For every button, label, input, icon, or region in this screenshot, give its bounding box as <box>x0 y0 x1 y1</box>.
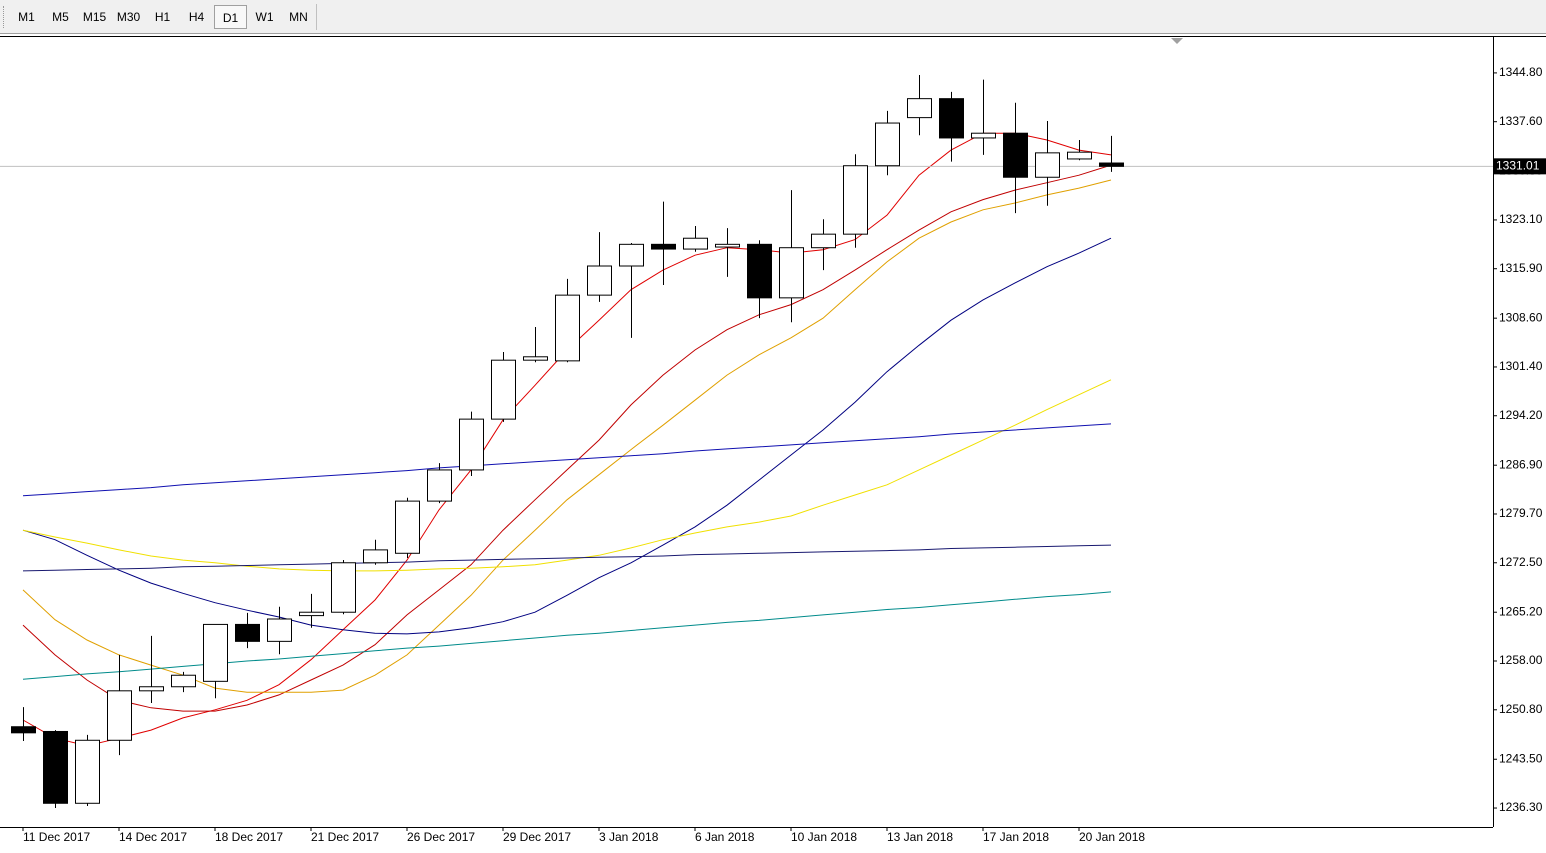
timeframe-button[interactable]: H4 <box>188 10 205 24</box>
indicator-line <box>22 237 1112 635</box>
y-tick-label: 1243.50 <box>1499 751 1543 765</box>
candle-body <box>619 243 644 267</box>
timeframe-button[interactable]: MN <box>289 10 308 24</box>
y-tick-label: 1258.00 <box>1499 653 1543 667</box>
candle-body <box>587 265 612 296</box>
y-tick-label: 1265.20 <box>1499 604 1543 618</box>
x-tick-label: 21 Dec 2017 <box>311 830 379 844</box>
chart-shift-marker <box>1171 38 1183 44</box>
y-tick-label: 1236.30 <box>1499 800 1543 814</box>
last-price-label: 1331.01 <box>1496 159 1540 173</box>
candle-body <box>715 243 740 248</box>
candle-body <box>299 611 324 617</box>
last-price-box <box>1494 158 1546 175</box>
candle-body <box>363 549 388 564</box>
x-tick-label: 17 Jan 2018 <box>983 830 1049 844</box>
grip <box>3 6 6 28</box>
candle-body <box>1067 151 1092 160</box>
x-tick-label: 3 Jan 2018 <box>599 830 659 844</box>
indicator-line <box>22 164 1112 712</box>
candle-body <box>1099 162 1124 167</box>
indicator-line <box>22 423 1112 497</box>
candle-body <box>747 243 772 299</box>
y-tick-label: 1323.10 <box>1499 212 1543 226</box>
x-tick-label: 20 Jan 2018 <box>1079 830 1145 844</box>
candle-body <box>811 233 836 249</box>
x-tick-label: 26 Dec 2017 <box>407 830 475 844</box>
x-tick-label: 11 Dec 2017 <box>23 830 90 844</box>
timeframe-button[interactable]: D1 <box>214 5 247 29</box>
y-tick-label: 1301.40 <box>1499 359 1543 373</box>
candle-body <box>523 356 548 361</box>
candle-body <box>267 618 292 642</box>
candle-body <box>235 623 260 642</box>
candle-body <box>683 237 708 250</box>
x-tick-label: 14 Dec 2017 <box>119 830 187 844</box>
candle-body <box>1035 152 1060 178</box>
indicator-line <box>22 379 1112 572</box>
timeframe-button[interactable]: M30 <box>116 10 141 24</box>
y-tick-label: 1286.90 <box>1499 457 1543 471</box>
candle-body <box>11 726 36 734</box>
timeframe-button[interactable]: H1 <box>154 10 171 24</box>
plot-area <box>0 37 1493 827</box>
y-tick-label: 1344.80 <box>1499 65 1543 79</box>
candle-body <box>1003 132 1028 178</box>
separator <box>316 4 317 30</box>
y-tick-label: 1337.60 <box>1499 114 1543 128</box>
candle-body <box>107 690 132 741</box>
candle-body <box>779 247 804 299</box>
candle-body <box>971 132 996 139</box>
indicator-line <box>22 179 1112 693</box>
candle-body <box>459 418 484 471</box>
y-tick-label: 1279.70 <box>1499 506 1543 520</box>
candle-body <box>75 739 100 804</box>
x-tick-label: 18 Dec 2017 <box>215 830 283 844</box>
candle-body <box>491 359 516 420</box>
y-tick-label: 1250.80 <box>1499 702 1543 716</box>
timeframe-button[interactable]: M5 <box>52 10 69 24</box>
candle-body <box>875 122 900 167</box>
y-tick-label: 1294.20 <box>1499 408 1543 422</box>
y-tick-label: 1272.50 <box>1499 555 1543 569</box>
candle-body <box>395 500 420 554</box>
x-tick-label: 29 Dec 2017 <box>503 830 571 844</box>
candle-body <box>203 623 228 682</box>
candle-body <box>907 98 932 119</box>
timeframe-button[interactable]: M1 <box>18 10 35 24</box>
x-tick-label: 10 Jan 2018 <box>791 830 857 844</box>
timeframe-button[interactable]: W1 <box>255 10 274 24</box>
candle-body <box>331 562 356 613</box>
timeframe-toolbar: M1 M5 M15 M30 H1 H4 D1 W1 MN <box>0 0 1546 34</box>
candle-body <box>139 686 164 692</box>
plot-layer <box>0 74 1493 809</box>
candle-body <box>843 165 868 235</box>
candle-body <box>43 730 68 804</box>
candle-body <box>427 469 452 502</box>
indicator-line <box>22 544 1112 572</box>
y-tick-label: 1308.60 <box>1499 310 1543 324</box>
candle-body <box>555 294 580 362</box>
candle-body <box>171 674 196 688</box>
candle-body <box>939 98 964 139</box>
x-tick-label: 6 Jan 2018 <box>695 830 755 844</box>
x-tick-label: 13 Jan 2018 <box>887 830 953 844</box>
timeframe-button[interactable]: M15 <box>82 10 107 24</box>
y-tick-label: 1315.90 <box>1499 261 1543 275</box>
candle-body <box>651 243 676 250</box>
